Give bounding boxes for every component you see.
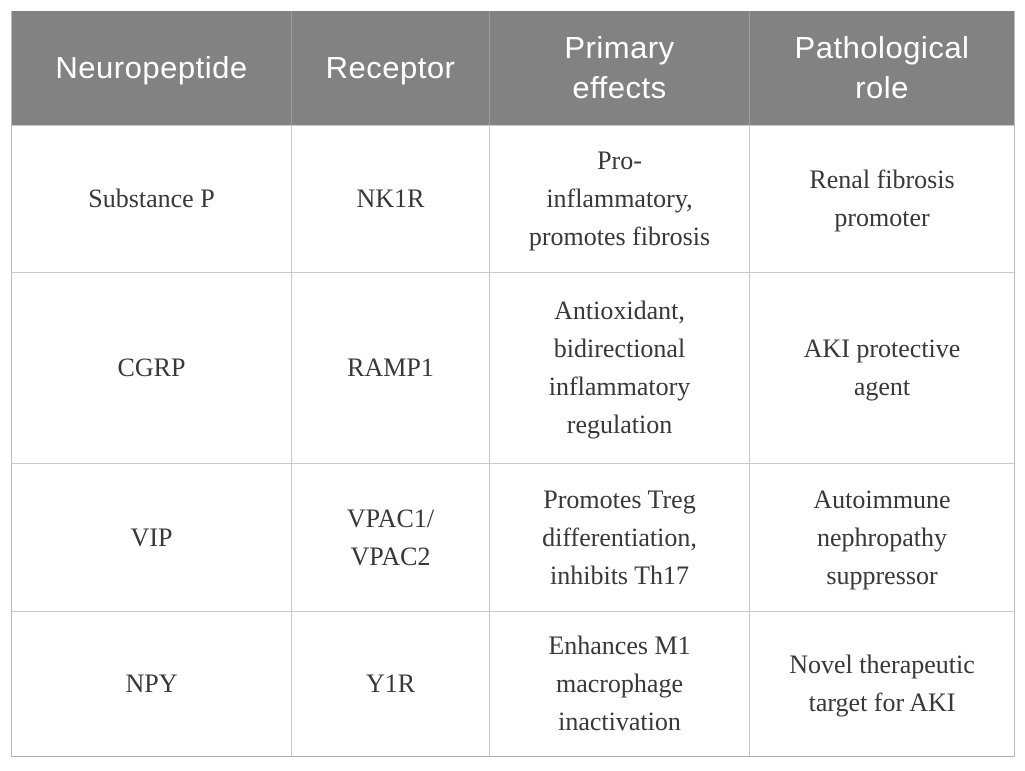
cell-r3-pathological-role-text: Autoimmune nephropathy suppressor (813, 484, 951, 590)
cell-r2-pathological-role-text: AKI protective agent (803, 334, 961, 401)
cell-r2-neuropeptide-text: CGRP (117, 353, 186, 382)
cell-r3-neuropeptide-text: VIP (130, 522, 173, 552)
header-pathological-role: Pathological role (749, 11, 1014, 125)
cell-r4-primary-effects: Enhances M1 macrophage inactivation (489, 611, 749, 756)
header-neuropeptide: Neuropeptide (12, 11, 291, 125)
neuropeptide-table: Neuropeptide Receptor Primary effects Pa… (11, 11, 1015, 757)
cell-r1-neuropeptide: Substance P (12, 125, 291, 272)
cell-r4-receptor: Y1R (291, 611, 489, 756)
cell-r1-primary-effects: Pro- inflammatory, promotes fibrosis (489, 125, 749, 272)
header-pathological-role-label: Pathological role (794, 30, 970, 105)
cell-r3-pathological-role: Autoimmune nephropathy suppressor (749, 463, 1014, 611)
cell-r1-pathological-role-text: Renal fibrosis promoter (809, 165, 955, 232)
cell-r2-primary-effects: Antioxidant, bidirectional inflammatory … (489, 272, 749, 463)
cell-r2-primary-effects-text: Antioxidant, bidirectional inflammatory … (548, 296, 691, 439)
cell-r4-neuropeptide-text: NPY (125, 669, 178, 698)
cell-r3-primary-effects-text: Promotes Treg differentiation, inhibits … (542, 484, 697, 590)
cell-r3-neuropeptide: VIP (12, 463, 291, 611)
cell-r1-primary-effects-text: Pro- inflammatory, promotes fibrosis (528, 146, 711, 251)
cell-r3-primary-effects: Promotes Treg differentiation, inhibits … (489, 463, 749, 611)
header-primary-effects-label: Primary effects (564, 30, 675, 105)
cell-r2-receptor: RAMP1 (291, 272, 489, 463)
cell-r1-neuropeptide-text: Substance P (88, 184, 215, 213)
cell-r1-receptor: NK1R (291, 125, 489, 272)
header-receptor: Receptor (291, 11, 489, 125)
header-receptor-label: Receptor (325, 50, 456, 85)
cell-r1-receptor-text: NK1R (356, 184, 425, 213)
cell-r4-pathological-role-text: Novel therapeutic target for AKI (789, 650, 975, 717)
header-primary-effects: Primary effects (489, 11, 749, 125)
cell-r1-pathological-role: Renal fibrosis promoter (749, 125, 1014, 272)
cell-r3-receptor-text: VPAC1/ VPAC2 (346, 503, 435, 571)
cell-r4-pathological-role: Novel therapeutic target for AKI (749, 611, 1014, 756)
cell-r4-receptor-text: Y1R (365, 669, 416, 698)
cell-r4-primary-effects-text: Enhances M1 macrophage inactivation (548, 631, 691, 736)
cell-r2-neuropeptide: CGRP (12, 272, 291, 463)
cell-r2-receptor-text: RAMP1 (347, 353, 434, 382)
cell-r4-neuropeptide: NPY (12, 611, 291, 756)
cell-r3-receptor: VPAC1/ VPAC2 (291, 463, 489, 611)
header-neuropeptide-label: Neuropeptide (55, 50, 248, 85)
cell-r2-pathological-role: AKI protective agent (749, 272, 1014, 463)
